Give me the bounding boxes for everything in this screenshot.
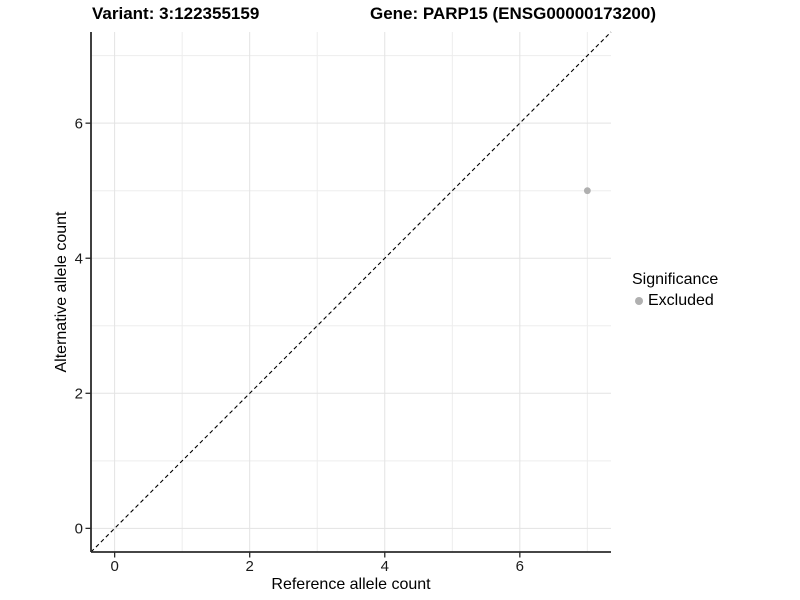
y-tick-label: 2 [75,386,83,403]
legend-item-excluded: Excluded [632,292,718,310]
legend-title: Significance [632,271,719,288]
x-tick-label: 4 [381,558,389,575]
plot-title-gene: Gene: PARP15 (ENSG00000173200) [370,4,657,23]
data-point-excluded [583,187,591,195]
x-tick-label: 0 [110,558,118,575]
y-axis-title: Alternative allele count [53,211,70,373]
y-tick-label: 0 [75,521,83,538]
y-tick-label: 4 [75,251,83,268]
plot-title-variant: Variant: 3:122355159 [92,4,260,23]
legend-item-label: Excluded [648,292,714,309]
y-tick-label: 6 [75,115,83,132]
x-tick-label: 6 [516,558,524,575]
excluded-point-icon [635,297,643,305]
x-axis-title: Reference allele count [271,576,431,593]
x-tick-label: 2 [246,558,254,575]
identity-reference-line [90,31,612,553]
legend: Significance Excluded [632,271,718,310]
